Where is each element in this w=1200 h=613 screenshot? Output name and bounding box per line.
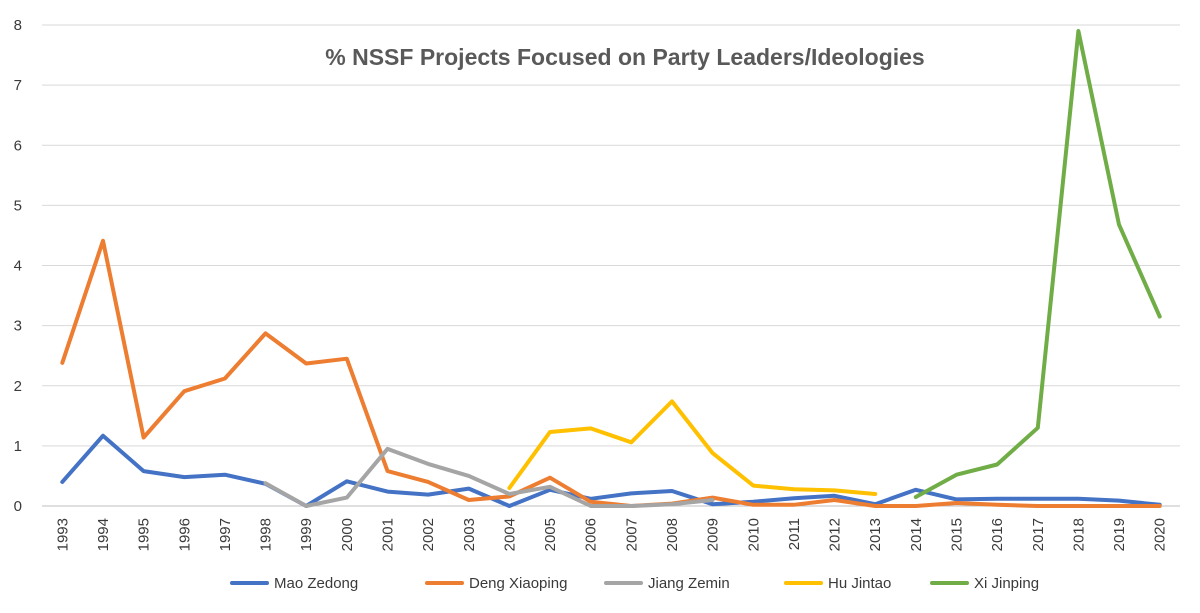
x-tick-label: 2001	[379, 518, 396, 551]
y-axis-ticks: 0 1 2 3 4 5 6 7 8	[14, 17, 22, 515]
x-tick-label: 2020	[1152, 518, 1169, 551]
series-line-jiang-zemin	[263, 446, 715, 508]
x-tick-label: 1993	[54, 518, 71, 551]
x-tick-label: 2008	[664, 518, 681, 551]
x-tick-label: 2016	[989, 518, 1006, 551]
x-tick-label: 2010	[745, 518, 762, 551]
x-tick-label: 2018	[1070, 518, 1087, 551]
x-tick-label: 2003	[461, 518, 478, 551]
x-tick-label: 2014	[908, 518, 925, 551]
x-tick-label: 2005	[542, 518, 559, 551]
y-tick-label: 4	[14, 258, 22, 275]
gridlines	[42, 24, 1180, 507]
x-tick-label: 2012	[827, 518, 844, 551]
legend-label-xi-jinping: Xi Jinping	[974, 575, 1039, 592]
y-tick-label: 7	[14, 77, 22, 94]
x-tick-label: 2013	[867, 518, 884, 551]
legend-label-deng-xiaoping: Deng Xiaoping	[469, 575, 567, 592]
series-lines	[60, 29, 1162, 508]
series-line-mao-zedong	[60, 433, 1162, 508]
y-tick-label: 2	[14, 378, 22, 395]
legend-label-mao-zedong: Mao Zedong	[274, 575, 358, 592]
legend-label-jiang-zemin: Jiang Zemin	[648, 575, 730, 592]
x-tick-label: 2000	[339, 518, 356, 551]
x-tick-label: 1995	[136, 518, 153, 551]
series-line-xi-jinping	[913, 29, 1162, 499]
x-tick-label: 2004	[501, 518, 518, 551]
x-axis-ticks: 1993 1994 1995 1996 1997 1998 1999 2000 2001 2002…	[54, 518, 1168, 551]
y-tick-label: 6	[14, 137, 22, 154]
x-tick-label: 1999	[298, 518, 315, 551]
x-tick-label: 1996	[176, 518, 193, 551]
x-tick-label: 2011	[786, 518, 803, 550]
chart-title: % NSSF Projects Focused on Party Leaders…	[325, 44, 924, 70]
x-tick-label: 1994	[95, 518, 112, 551]
x-tick-label: 2019	[1111, 518, 1128, 551]
y-tick-label: 8	[14, 17, 22, 34]
x-tick-label: 2002	[420, 518, 437, 551]
y-tick-label: 0	[14, 498, 22, 515]
x-tick-label: 2015	[948, 518, 965, 551]
legend: Mao Zedong Deng Xiaoping Jiang Zemin Hu Jin…	[230, 575, 1039, 592]
x-tick-label: 2017	[1030, 518, 1047, 551]
x-tick-label: 1998	[258, 518, 275, 551]
legend-label-hu-jintao: Hu Jintao	[828, 575, 891, 592]
y-tick-label: 1	[14, 438, 22, 455]
x-tick-label: 2009	[705, 518, 722, 551]
x-tick-label: 2006	[583, 518, 600, 551]
series-line-deng-xiaoping	[60, 238, 1162, 508]
x-tick-label: 2007	[623, 518, 640, 551]
y-tick-label: 5	[14, 197, 22, 214]
y-tick-label: 3	[14, 318, 22, 335]
x-tick-label: 1997	[217, 518, 234, 551]
series-line-hu-jintao	[507, 399, 878, 496]
